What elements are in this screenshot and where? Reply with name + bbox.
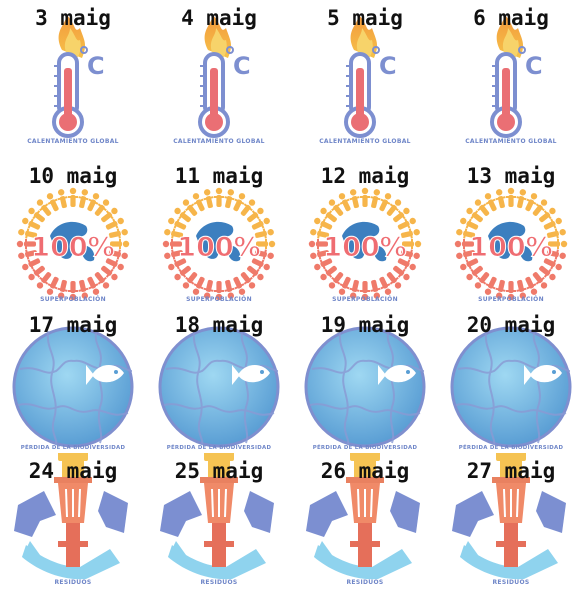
calendar-cell: 19 maig PÉRDIDA DE LA BIODIVERSIDAD xyxy=(292,307,438,453)
calendar-cell: 100% 10 maig SUPERPOBLACIÓN xyxy=(0,158,146,304)
thermometer-icon: C xyxy=(490,14,543,138)
svg-text:C: C xyxy=(379,52,397,80)
theme-caption: RESIDUOS xyxy=(492,579,530,586)
day-label: 10 maig xyxy=(28,164,118,188)
calendar-cell: 100% 13 maig SUPERPOBLACIÓN xyxy=(438,158,584,304)
theme-caption: CALENTAMIENTO GLOBAL xyxy=(465,138,557,145)
theme-caption: SUPERPOBLACIÓN xyxy=(478,296,544,303)
day-label: 12 maig xyxy=(320,164,410,188)
crowd-globe-icon: 100% xyxy=(454,187,568,301)
calendar-cell: 100% 12 maig SUPERPOBLACIÓN xyxy=(292,158,438,304)
day-label: 26 maig xyxy=(320,459,410,483)
cell-illustration xyxy=(304,326,426,448)
day-label: 18 maig xyxy=(174,313,264,337)
calendar-cell: C 6 maig CALENTAMIENTO GLOBAL xyxy=(438,0,584,146)
calendar-cell: 100% 11 maig SUPERPOBLACIÓN xyxy=(146,158,292,304)
svg-text:C: C xyxy=(87,52,105,80)
svg-text:100%: 100% xyxy=(31,232,114,263)
day-label: 17 maig xyxy=(28,313,118,337)
crowd-globe-icon: 100% xyxy=(162,187,276,301)
recycle-bin-icon xyxy=(160,453,274,580)
cell-illustration xyxy=(158,326,280,448)
calendar-cell: 26 maig RESIDUOS xyxy=(292,453,438,599)
theme-caption: RESIDUOS xyxy=(54,579,92,586)
day-label: 25 maig xyxy=(174,459,264,483)
theme-caption: PÉRDIDA DE LA BIODIVERSIDAD xyxy=(20,445,126,451)
recycle-bin-icon xyxy=(14,453,128,580)
cell-illustration: 100% xyxy=(308,187,422,301)
theme-caption: CALENTAMIENTO GLOBAL xyxy=(173,138,265,145)
theme-caption: RESIDUOS xyxy=(346,579,384,586)
recycle-bin-icon xyxy=(306,453,420,580)
cell-illustration xyxy=(14,453,128,580)
day-label: 4 maig xyxy=(181,6,257,30)
svg-text:100%: 100% xyxy=(469,232,552,263)
day-label: 5 maig xyxy=(327,6,403,30)
crowd-globe-icon: 100% xyxy=(308,187,422,301)
theme-caption: RESIDUOS xyxy=(200,579,238,586)
theme-caption: SUPERPOBLACIÓN xyxy=(186,296,252,303)
day-label: 20 maig xyxy=(466,313,556,337)
cell-illustration: C xyxy=(490,14,543,138)
theme-caption: SUPERPOBLACIÓN xyxy=(332,296,398,303)
cell-illustration xyxy=(452,453,566,580)
calendar-cell: 17 maig PÉRDIDA DE LA BIODIVERSIDAD xyxy=(0,307,146,453)
thermometer-icon: C xyxy=(344,14,397,138)
puzzle-globe-fish-icon xyxy=(158,326,280,448)
day-label: 3 maig xyxy=(35,6,111,30)
svg-text:100%: 100% xyxy=(177,232,260,263)
calendar-cell: 20 maig PÉRDIDA DE LA BIODIVERSIDAD xyxy=(438,307,584,453)
cell-illustration: 100% xyxy=(16,187,130,301)
thermometer-icon: C xyxy=(198,14,251,138)
theme-caption: PÉRDIDA DE LA BIODIVERSIDAD xyxy=(458,445,564,451)
calendar-cell: 27 maig RESIDUOS xyxy=(438,453,584,599)
calendar-cell: C 5 maig CALENTAMIENTO GLOBAL xyxy=(292,0,438,146)
cell-illustration: 100% xyxy=(454,187,568,301)
thermometer-icon: C xyxy=(52,14,105,138)
calendar-cell: 24 maig RESIDUOS xyxy=(0,453,146,599)
calendar-cell: 25 maig RESIDUOS xyxy=(146,453,292,599)
day-label: 6 maig xyxy=(473,6,549,30)
theme-caption: CALENTAMIENTO GLOBAL xyxy=(319,138,411,145)
cell-illustration xyxy=(160,453,274,580)
theme-caption: SUPERPOBLACIÓN xyxy=(40,296,106,303)
puzzle-globe-fish-icon xyxy=(450,326,572,448)
cell-illustration xyxy=(450,326,572,448)
recycle-bin-icon xyxy=(452,453,566,580)
svg-text:C: C xyxy=(233,52,251,80)
cell-illustration: 100% xyxy=(162,187,276,301)
day-label: 19 maig xyxy=(320,313,410,337)
calendar-grid: C 3 maig CALENTAMIENTO GLOBAL C 4 maig CAL… xyxy=(0,0,584,586)
theme-caption: PÉRDIDA DE LA BIODIVERSIDAD xyxy=(166,445,272,451)
day-label: 11 maig xyxy=(174,164,264,188)
calendar-cell: C 3 maig CALENTAMIENTO GLOBAL xyxy=(0,0,146,146)
cell-illustration: C xyxy=(198,14,251,138)
cell-illustration xyxy=(306,453,420,580)
cell-illustration: C xyxy=(344,14,397,138)
day-label: 27 maig xyxy=(466,459,556,483)
calendar-cell: C 4 maig CALENTAMIENTO GLOBAL xyxy=(146,0,292,146)
theme-caption: PÉRDIDA DE LA BIODIVERSIDAD xyxy=(312,445,418,451)
day-label: 24 maig xyxy=(28,459,118,483)
cell-illustration xyxy=(12,326,134,448)
cell-illustration: C xyxy=(52,14,105,138)
puzzle-globe-fish-icon xyxy=(304,326,426,448)
svg-text:100%: 100% xyxy=(323,232,406,263)
calendar-cell: 18 maig PÉRDIDA DE LA BIODIVERSIDAD xyxy=(146,307,292,453)
theme-caption: CALENTAMIENTO GLOBAL xyxy=(27,138,119,145)
svg-text:C: C xyxy=(525,52,543,80)
day-label: 13 maig xyxy=(466,164,556,188)
puzzle-globe-fish-icon xyxy=(12,326,134,448)
crowd-globe-icon: 100% xyxy=(16,187,130,301)
